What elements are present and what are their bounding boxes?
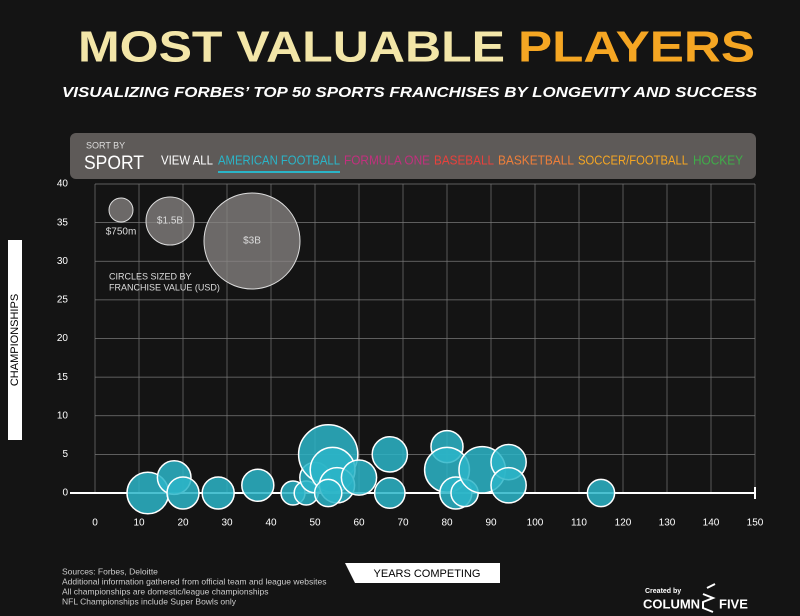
size-legend-circle [203,192,301,290]
filter-bar [70,133,756,179]
bubble [340,459,378,496]
y-tick-label: 10 [57,410,69,421]
bubble [166,476,200,510]
bubble [313,478,343,508]
x-tick-label: 20 [177,518,189,529]
sort-by-label: SORT BY [86,140,125,150]
y-tick-label: 5 [62,449,68,460]
x-tick-label: 90 [485,518,497,529]
size-legend-circle [145,196,195,246]
x-tick-label: 140 [703,518,720,529]
subtitle: VISUALIZING FORBES’ TOP 50 SPORTS FRANCH… [62,84,757,101]
x-tick-label: 120 [615,518,632,529]
x-tick-label: 80 [441,518,453,529]
x-tick-label: 150 [747,518,764,529]
y-tick-label: 40 [57,179,69,190]
source-line: Additional information gathered from off… [62,576,326,586]
x-tick-label: 100 [527,518,544,529]
size-legend-note: CIRCLES SIZED BY [109,271,192,281]
source-line: NFL Championships include Super Bowls on… [62,596,237,606]
filter-item[interactable]: SOCCER/FOOTBALL [578,152,688,167]
x-axis-label: YEARS COMPETING [374,568,481,580]
source-line: Sources: Forbes, Deloitte [62,566,158,576]
y-tick-label: 25 [57,295,69,306]
size-legend-circle [108,197,134,223]
x-tick-label: 40 [265,518,277,529]
credit-brand: FIVE [719,596,748,611]
x-tick-label: 10 [133,518,145,529]
filter-item[interactable]: AMERICAN FOOTBALL [218,152,340,167]
title-highlight: PLAYERS [518,23,755,72]
bubble [201,476,235,510]
x-tick-label: 70 [397,518,409,529]
bubble [490,466,527,504]
title: MOST VALUABLE [78,23,505,72]
y-tick-label: 30 [57,256,69,267]
x-tick-label: 110 [571,518,587,529]
credit-brand: COLUMN [643,596,700,611]
y-axis-label: CHAMPIONSHIPS [9,294,21,386]
source-line: All championships are domestic/league ch… [62,586,268,596]
size-legend-note: FRANCHISE VALUE (USD) [109,282,220,292]
x-tick-label: 30 [221,518,233,529]
x-tick-label: 130 [659,518,676,529]
x-tick-label: 60 [353,518,365,529]
size-legend-label: $1.5B [157,216,183,227]
filter-item[interactable]: FORMULA ONE [344,152,430,167]
filter-item[interactable]: BASEBALL [434,152,494,167]
y-tick-label: 35 [57,217,69,228]
x-label-box [345,563,500,583]
sort-label: SPORT [84,153,144,174]
y-tick-label: 0 [62,488,68,499]
filter-view-all[interactable]: VIEW ALL [161,152,213,167]
x-tick-label: 0 [92,518,98,529]
credit-label: Created by [645,588,681,595]
bubble [241,468,275,503]
y-tick-label: 15 [57,372,69,383]
size-legend-label: $3B [243,236,261,247]
y-label-box [8,240,22,440]
x-tick-label: 50 [309,518,321,529]
y-tick-label: 20 [57,333,69,344]
bubble [371,436,409,473]
brand-icon [702,583,716,613]
filter-item[interactable]: HOCKEY [693,152,743,167]
filter-item[interactable]: BASKETBALL [498,152,574,167]
bubble [373,477,406,509]
bubble [586,478,616,508]
size-legend-label: $750m [106,227,137,238]
